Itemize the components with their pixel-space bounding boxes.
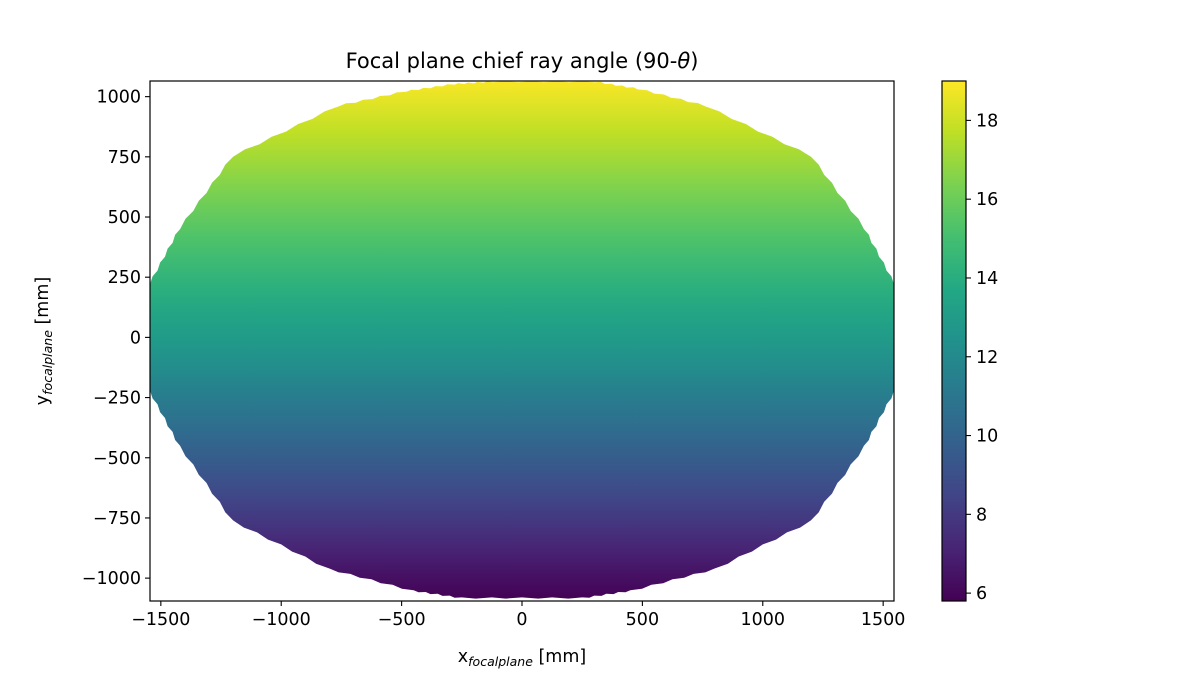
y-tick-label: 0 — [130, 328, 141, 348]
colorbar-frame — [941, 80, 967, 602]
colorbar-tick-label: 16 — [976, 190, 998, 210]
colorbar-tick-label: 8 — [976, 505, 987, 525]
x-tick-label: 0 — [516, 610, 527, 630]
x-tick-label: −500 — [378, 610, 426, 630]
y-tick-label: 1000 — [96, 88, 141, 108]
point-cloud — [150, 81, 894, 599]
x-tick-label: 1000 — [741, 610, 786, 630]
y-tick-label: −500 — [93, 449, 141, 469]
chart-title: Focal plane chief ray angle (90-θ) — [346, 49, 699, 73]
x-tick-label: 500 — [626, 610, 659, 630]
y-tick-label: −250 — [93, 389, 141, 409]
x-tick-label: 1500 — [861, 610, 906, 630]
y-tick-label: −750 — [93, 509, 141, 529]
y-tick-label: −1000 — [82, 569, 141, 589]
x-axis-label: xfocalplane [mm] — [458, 647, 586, 669]
colorbar-scale — [942, 81, 966, 601]
y-tick-label: 500 — [108, 208, 141, 228]
colorbar-tick-label: 18 — [976, 111, 998, 131]
x-tick-label: −1500 — [131, 610, 190, 630]
colorbar: 6 8 10 12 14 16 18 — [941, 80, 998, 604]
colorbar-tick-label: 12 — [976, 348, 998, 368]
colorbar-tick-label: 10 — [976, 427, 998, 447]
y-tick-label: 750 — [108, 148, 141, 168]
x-tick-label: −1000 — [252, 610, 311, 630]
x-axis: −1500 −1000 −500 0 500 1000 1500 — [131, 601, 905, 630]
colorbar-tick-label: 14 — [976, 269, 998, 289]
colorbar-ticks: 6 8 10 12 14 16 18 — [966, 111, 998, 604]
colorbar-tick-label: 6 — [976, 584, 987, 604]
y-axis-label: yfocalplane [mm] — [33, 277, 55, 405]
y-axis: −1000 −750 −500 −250 0 250 500 750 1000 — [82, 88, 150, 589]
plot-area — [150, 81, 894, 599]
y-tick-label: 250 — [108, 268, 141, 288]
